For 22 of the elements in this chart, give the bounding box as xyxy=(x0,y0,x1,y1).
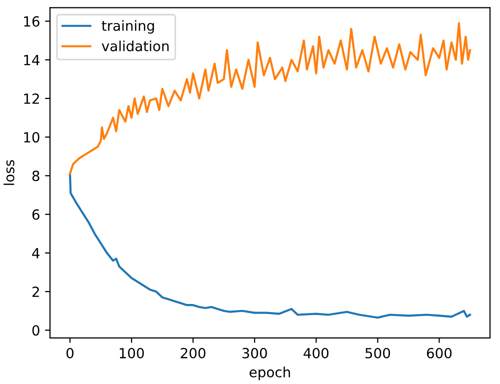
x-tick-label: 0 xyxy=(66,348,74,358)
y-tick-label: 6 xyxy=(32,209,40,220)
x-tick-label: 600 xyxy=(426,348,452,358)
x-tick-label: 500 xyxy=(366,348,390,358)
x-axis-title: epoch xyxy=(250,366,290,380)
y-axis-title: loss xyxy=(4,160,14,185)
y-tick-label: 0 xyxy=(32,325,40,336)
x-tick-label: 400 xyxy=(304,348,328,358)
y-tick-label: 4 xyxy=(32,248,40,258)
y-tick-label: 16 xyxy=(24,16,40,27)
line-series xyxy=(68,22,472,175)
legend-label: training xyxy=(102,20,154,34)
x-tick-label: 200 xyxy=(180,348,206,358)
line-series xyxy=(68,172,472,319)
y-tick-label: 8 xyxy=(32,170,40,182)
x-tick-label: 300 xyxy=(242,348,267,358)
legend-label: validation xyxy=(102,40,169,52)
y-tick-label: 14 xyxy=(24,54,40,66)
y-tick-label: 10 xyxy=(24,132,40,143)
x-tick-label: 100 xyxy=(120,348,144,358)
y-tick-label: 12 xyxy=(24,93,39,104)
y-tick-label: 2 xyxy=(32,286,39,297)
